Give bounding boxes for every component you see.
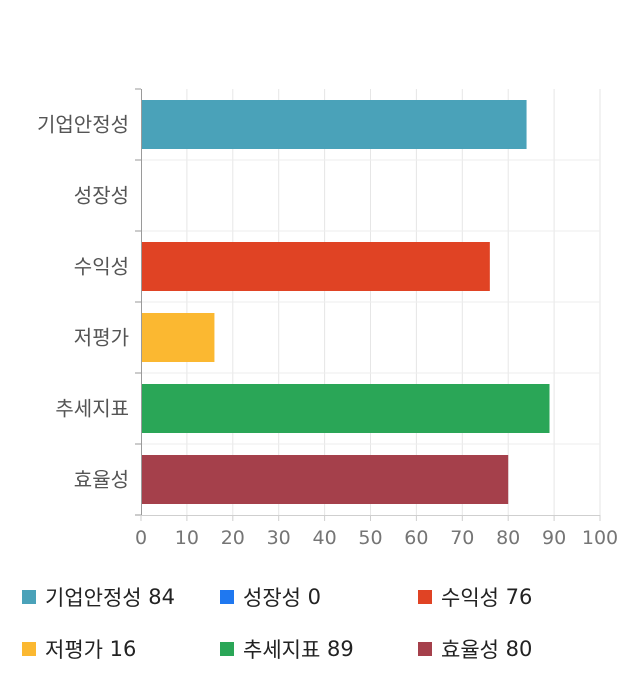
- bar-3[interactable]: [141, 242, 490, 291]
- bar-6[interactable]: [141, 455, 509, 504]
- x-tick-label: 10: [175, 527, 199, 549]
- category-label: 효율성: [74, 468, 129, 492]
- legend-swatch: [418, 590, 432, 604]
- legend-swatch: [418, 642, 432, 656]
- legend-separator: [103, 637, 110, 661]
- legend-swatch: [220, 590, 234, 604]
- legend-item[interactable]: 수익성 76: [418, 582, 532, 612]
- x-tick-label: 20: [221, 527, 245, 549]
- bar-4[interactable]: [141, 313, 215, 362]
- x-tick-label: 60: [404, 527, 428, 549]
- legend-value: 76: [505, 585, 533, 609]
- x-tick-labels: 0 10 20 30 40 50 60 70 80 90 100: [135, 527, 618, 549]
- category-label: 수익성: [74, 255, 129, 279]
- category-label: 추세지표: [55, 397, 129, 421]
- x-tick-label: 100: [582, 527, 618, 549]
- legend-value: 0: [307, 585, 322, 609]
- legend-value: 16: [109, 637, 137, 661]
- legend-swatch: [22, 590, 36, 604]
- legend-value: 89: [326, 637, 354, 661]
- legend-label: 기업안정성: [45, 586, 142, 610]
- bar-1[interactable]: [141, 100, 527, 149]
- x-tick-label: 40: [313, 527, 337, 549]
- legend-value: 84: [148, 585, 176, 609]
- legend-separator: [499, 585, 506, 609]
- legend-label: 효율성: [441, 638, 499, 662]
- legend-label: 성장성: [243, 586, 301, 610]
- legend-label: 수익성: [441, 586, 499, 610]
- legend-separator: [301, 585, 308, 609]
- legend-label: 추세지표: [243, 638, 321, 662]
- bar-5[interactable]: [141, 384, 550, 433]
- legend-item[interactable]: 기업안정성 84: [22, 582, 175, 612]
- bars: [141, 100, 550, 504]
- x-tick-label: 70: [450, 527, 474, 549]
- legend-separator: [142, 585, 149, 609]
- legend-item[interactable]: 추세지표 89: [220, 634, 354, 664]
- legend-swatch: [22, 642, 36, 656]
- legend-item[interactable]: 저평가 16: [22, 634, 136, 664]
- x-tick-label: 50: [358, 527, 382, 549]
- legend-value: 80: [505, 637, 533, 661]
- legend-separator: [320, 637, 327, 661]
- grid-lines: [141, 89, 601, 515]
- legend-item[interactable]: 성장성 0: [220, 582, 321, 612]
- x-tick-label: 0: [135, 527, 147, 549]
- legend-item[interactable]: 효율성 80: [418, 634, 532, 664]
- category-label: 저평가: [74, 326, 129, 350]
- category-label: 성장성: [74, 184, 129, 208]
- x-tick-label: 80: [496, 527, 520, 549]
- legend-separator: [499, 637, 506, 661]
- category-label: 기업안정성: [37, 113, 129, 137]
- axes: [135, 88, 601, 521]
- legend-label: 저평가: [45, 638, 103, 662]
- x-tick-label: 30: [267, 527, 291, 549]
- legend-swatch: [220, 642, 234, 656]
- x-tick-label: 90: [542, 527, 566, 549]
